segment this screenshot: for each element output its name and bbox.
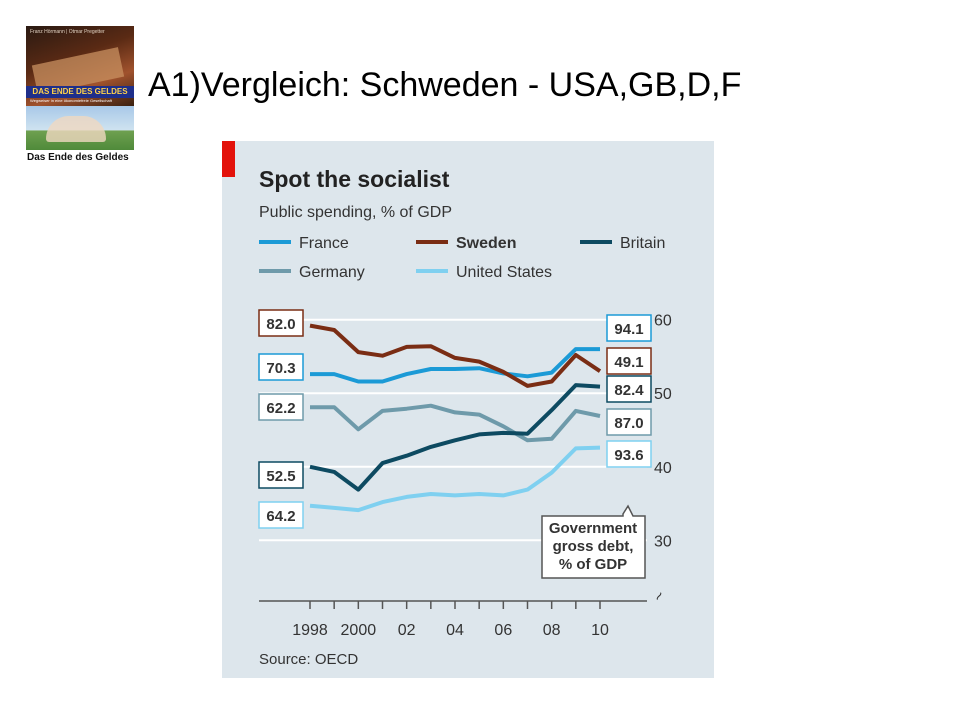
end-debt-label-box (606, 314, 652, 342)
x-tick-label: 1998 (292, 622, 328, 639)
end-debt-label-box (606, 440, 652, 468)
line-chart: Spot the socialist Public spending, % of … (222, 141, 672, 668)
book-authors: Franz Hörmann | Otmar Pregetter (30, 29, 105, 35)
start-debt-label-box (258, 309, 304, 337)
annotation-text: Government (549, 520, 637, 537)
legend-label: Britain (620, 235, 665, 252)
family-photo-graphic (46, 116, 106, 142)
y-tick-label: 60 (654, 313, 672, 330)
y-tick-label: 30 (654, 533, 672, 550)
book-banner: DAS ENDE DES GELDES (26, 86, 134, 98)
x-tick-label: 10 (591, 622, 609, 639)
end-debt-label-box (606, 347, 652, 375)
legend-label: United States (456, 264, 552, 281)
x-tick-label: 2000 (341, 622, 377, 639)
end-debt-label: 93.6 (614, 447, 643, 464)
chart-title: Spot the socialist (259, 166, 450, 192)
chart-source: Source: OECD (259, 651, 358, 668)
end-debt-label-box (606, 375, 652, 403)
series-line (309, 323, 602, 388)
book-cover-image: Franz Hörmann | Otmar Pregetter DAS ENDE… (26, 26, 134, 166)
end-debt-label-box (606, 408, 652, 436)
start-debt-label: 52.5 (266, 468, 295, 485)
axis-break-mark: ~ (650, 588, 669, 605)
book-caption: Das Ende des Geldes (27, 152, 129, 163)
y-tick-label: 40 (654, 460, 672, 477)
annotation-callout-box (541, 504, 646, 579)
start-debt-label: 64.2 (266, 508, 295, 525)
x-tick-label: 04 (446, 622, 464, 639)
start-debt-label-box (258, 353, 304, 381)
chart-subtitle: Public spending, % of GDP (259, 204, 452, 221)
book-subtitle: Wegweiser in eine ökonomiefreie Gesellsc… (30, 98, 112, 103)
start-debt-label: 62.2 (266, 400, 295, 417)
legend-label: Sweden (456, 235, 516, 252)
start-debt-label-box (258, 461, 304, 489)
series-line (310, 347, 600, 384)
start-debt-label: 70.3 (266, 360, 295, 377)
annotation-text: % of GDP (559, 556, 627, 573)
start-debt-label-box (258, 393, 304, 421)
start-debt-label-box (258, 501, 304, 529)
legend-label: France (299, 235, 349, 252)
series-line (310, 403, 601, 443)
end-debt-label: 87.0 (614, 415, 643, 432)
x-tick-label: 08 (543, 622, 561, 639)
end-debt-label: 49.1 (614, 354, 643, 371)
y-tick-label: 50 (654, 386, 672, 403)
start-debt-label: 82.0 (266, 316, 295, 333)
series-line (309, 445, 601, 513)
accent-tab (222, 141, 235, 177)
x-tick-label: 02 (398, 622, 416, 639)
chart-panel: Spot the socialist Public spending, % of … (222, 141, 714, 678)
series-line (309, 383, 601, 492)
annotation-text: gross debt, (553, 538, 634, 555)
x-tick-label: 06 (494, 622, 512, 639)
end-debt-label: 82.4 (614, 382, 644, 399)
slide-title: A1)Vergleich: Schweden - USA,GB,D,F (148, 66, 742, 104)
end-debt-label: 94.1 (614, 321, 643, 338)
legend-label: Germany (299, 264, 365, 281)
book-caption-strip: Das Ende des Geldes (26, 150, 134, 166)
